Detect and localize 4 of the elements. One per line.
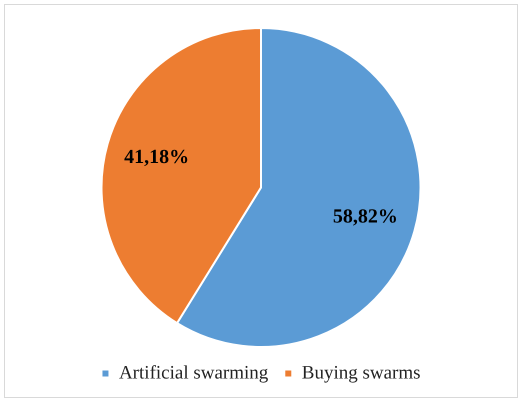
data-label: 58,82%: [332, 205, 398, 228]
legend-label: Artificial swarming: [118, 362, 269, 384]
legend-label: Buying swarms: [302, 362, 421, 384]
data-label: 41,18%: [124, 146, 190, 168]
